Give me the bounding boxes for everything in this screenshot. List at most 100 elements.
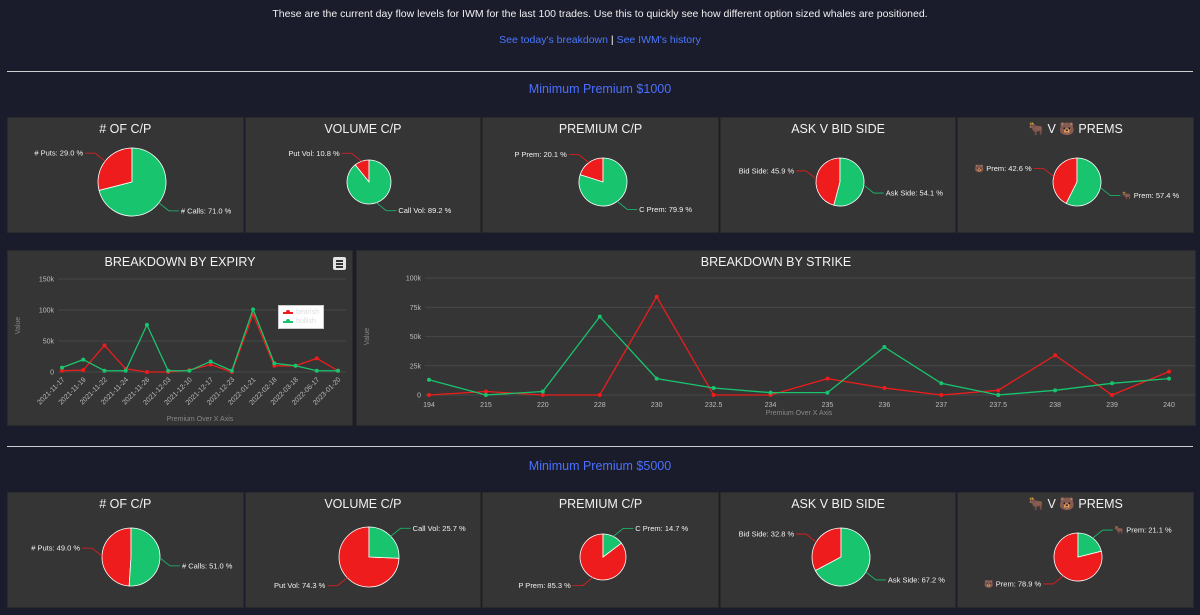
x-tick-label: 232.5 [705, 402, 723, 409]
link-separator: | [610, 34, 614, 46]
data-point-bullish[interactable] [123, 368, 128, 373]
pie-slice-green[interactable] [128, 527, 161, 587]
pie-label-connector [1034, 168, 1055, 177]
data-point-bearish[interactable] [427, 393, 431, 397]
data-point-bullish[interactable] [427, 377, 431, 382]
chart-menu-button[interactable] [333, 257, 346, 270]
data-point-bearish[interactable] [102, 343, 107, 348]
pie-title: # OF C/P [99, 122, 152, 136]
pie-slice-red[interactable] [815, 157, 841, 206]
data-point-bearish[interactable] [314, 356, 319, 361]
pie-title: 🐂 V 🐻 PREMS [1028, 122, 1123, 136]
data-point-bearish[interactable] [483, 389, 488, 394]
data-point-bullish[interactable] [251, 307, 256, 312]
y-tick-label: 0 [417, 393, 421, 400]
legend-item-bullish[interactable]: bullish [283, 317, 319, 326]
data-point-bullish[interactable] [882, 345, 887, 350]
data-point-bearish[interactable] [540, 393, 545, 397]
y-tick-label: 150k [39, 277, 55, 284]
pie-data-label: 🐂 Prem: 57.4 % [1123, 191, 1180, 200]
data-point-bullish[interactable] [597, 314, 602, 319]
data-point-bullish[interactable] [187, 368, 192, 373]
data-point-bearish[interactable] [711, 393, 716, 397]
data-point-bullish[interactable] [102, 368, 107, 373]
series-line-bearish[interactable] [428, 295, 1170, 396]
data-point-bearish[interactable] [60, 368, 64, 373]
data-point-bullish[interactable] [1110, 381, 1115, 386]
data-point-bearish[interactable] [144, 370, 149, 374]
pie-label-connector [375, 202, 396, 212]
data-point-bearish[interactable] [597, 393, 602, 397]
data-point-bullish[interactable] [996, 393, 1001, 397]
data-point-bullish[interactable] [208, 359, 213, 364]
data-point-bullish[interactable] [229, 368, 234, 373]
pie-data-label: Ask Side: 54.1 % [886, 189, 943, 198]
x-tick-label: 237 [935, 402, 947, 409]
data-point-bullish[interactable] [1053, 388, 1058, 393]
data-point-bullish[interactable] [483, 393, 488, 397]
pie-panel-count: # OF C/P # Puts: 49.0 % # Calls: 51.0 % [7, 492, 244, 608]
pie-slice-green[interactable] [602, 533, 623, 558]
pie-data-label: Put Vol: 10.8 % [288, 149, 340, 158]
pie-slice-red[interactable] [101, 527, 132, 587]
pie-slice-red[interactable] [811, 527, 842, 572]
data-point-bearish[interactable] [1110, 393, 1115, 397]
data-point-bullish[interactable] [166, 368, 171, 373]
pie-title: # OF C/P [99, 497, 152, 511]
data-point-bullish[interactable] [768, 390, 773, 395]
pie-label-connector [863, 184, 884, 194]
pie-label-connector [1100, 187, 1121, 196]
data-point-bullish[interactable] [825, 390, 830, 395]
pie-slice-red[interactable] [97, 147, 133, 191]
pie-slice-red[interactable] [1053, 157, 1078, 204]
strike-line-chart: 0 25k 50k 75k 100k Value 194 215 220 228 230 232.5 2… [364, 276, 1195, 417]
data-point-bullish[interactable] [654, 376, 659, 381]
data-point-bearish[interactable] [882, 385, 887, 390]
data-point-bullish[interactable] [81, 357, 86, 362]
pie-slice-green[interactable] [346, 159, 391, 205]
series-line-bullish[interactable] [428, 315, 1170, 396]
data-point-bullish[interactable] [711, 385, 716, 390]
divider [7, 71, 1193, 72]
pie-slice-red[interactable] [338, 526, 399, 588]
data-point-bullish[interactable] [540, 389, 545, 394]
data-point-bullish[interactable] [336, 368, 340, 373]
data-point-bullish[interactable] [1167, 376, 1171, 381]
pie-title: VOLUME C/P [324, 122, 402, 136]
pie-chart-bull-bear: 🐻 Prem: 42.6 % 🐂 Prem: 57.4 % [975, 157, 1180, 207]
pie-label-connector [795, 170, 817, 180]
data-point-bullish[interactable] [272, 361, 277, 366]
pie-chart-premium: P Prem: 20.1 % C Prem: 79.9 % [515, 150, 693, 214]
data-point-bullish[interactable] [939, 381, 944, 386]
pie-chart-premium: P Prem: 85.3 % C Prem: 14.7 % [519, 524, 689, 590]
data-point-bearish[interactable] [81, 368, 86, 373]
x-tick-label: 236 [879, 402, 891, 409]
data-point-bearish[interactable] [1053, 353, 1058, 358]
pie-data-label: C Prem: 79.9 % [639, 205, 692, 214]
iwm-history-link[interactable]: See IWM's history [616, 34, 701, 46]
data-point-bearish[interactable] [825, 376, 830, 381]
series-line-bullish[interactable] [61, 307, 338, 372]
pie-slice-green[interactable] [1077, 532, 1103, 558]
strike-chart-panel: BREAKDOWN BY STRIKE 0 25k 50k 75k 100k Value 1… [356, 250, 1196, 426]
pie-data-label: Ask Side: 67.2 % [888, 575, 945, 584]
data-point-bullish[interactable] [60, 365, 64, 370]
data-point-bearish[interactable] [939, 393, 944, 397]
pie-data-label: 🐻 Prem: 78.9 % [985, 578, 1042, 588]
pie-panel-bull-bear: 🐂 V 🐻 PREMS 🐻 Prem: 42.6 % 🐂 Prem: 57.4 % [957, 117, 1194, 233]
pie-slice-green[interactable] [368, 526, 399, 559]
data-point-bullish[interactable] [314, 368, 319, 373]
data-point-bearish[interactable] [1167, 369, 1171, 374]
data-point-bearish[interactable] [996, 388, 1001, 393]
data-point-bullish[interactable] [144, 322, 149, 327]
data-point-bullish[interactable] [293, 363, 298, 368]
data-point-bearish[interactable] [208, 362, 213, 367]
data-point-bearish[interactable] [654, 294, 659, 299]
pie-data-label: # Puts: 29.0 % [34, 149, 83, 158]
pie-label-connector [1043, 575, 1064, 585]
todays-breakdown-link[interactable]: See today's breakdown [499, 34, 608, 46]
legend-item-bearish[interactable]: bearish [283, 308, 319, 317]
pie-chart-count: # Puts: 29.0 % # Calls: 71.0 % [34, 147, 232, 217]
y-tick-label: 0 [50, 370, 54, 377]
divider [7, 446, 1193, 447]
